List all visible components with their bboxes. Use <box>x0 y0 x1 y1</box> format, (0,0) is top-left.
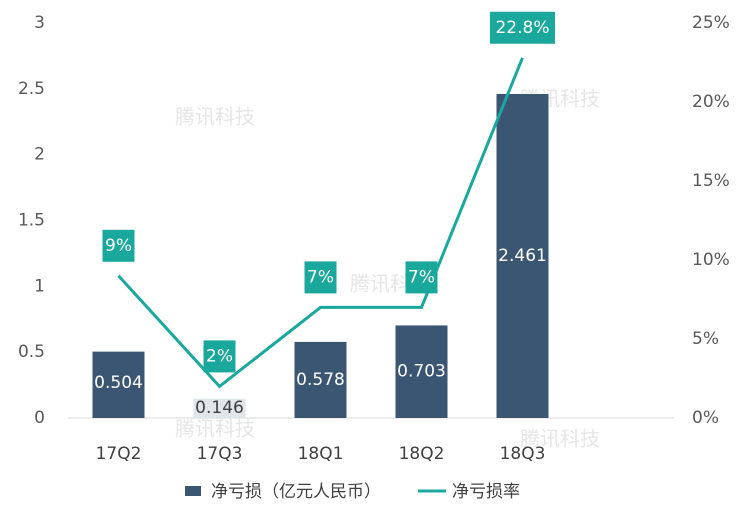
line-value-label: 2% <box>206 346 233 366</box>
line-value-label: 7% <box>408 267 435 287</box>
y-tick-label: 1 <box>34 276 45 296</box>
bar-value-label: 2.461 <box>498 246 547 266</box>
y-tick-label: 3 <box>34 13 45 33</box>
line-value-label: 9% <box>105 236 132 256</box>
x-tick-label: 18Q3 <box>500 444 546 464</box>
legend-swatch <box>185 486 201 496</box>
y2-tick-label: 10% <box>692 250 730 270</box>
y2-tick-label: 5% <box>692 329 719 349</box>
x-tick-label: 18Q2 <box>399 444 445 464</box>
y-tick-label: 0.5 <box>18 342 45 362</box>
line-label-box <box>405 261 438 294</box>
bar <box>92 351 145 418</box>
line <box>117 57 524 389</box>
bar-value-label: 0.504 <box>94 373 143 393</box>
bar <box>395 325 448 418</box>
y2-tick-label: 20% <box>692 92 730 112</box>
y2-tick-label: 15% <box>692 171 730 191</box>
line-label-box <box>304 261 337 294</box>
y-tick-label: 2.5 <box>18 79 45 99</box>
line-label-box <box>203 340 236 373</box>
legend-label: 净亏损（亿元人民币） <box>211 482 381 502</box>
y-tick-label: 1.5 <box>18 211 45 231</box>
bar-label-bg <box>193 398 246 418</box>
y-tick-label: 2 <box>34 145 45 165</box>
line-label-box <box>490 11 555 44</box>
line-label-box <box>102 229 135 262</box>
watermark: 腾讯科技 <box>175 417 255 441</box>
x-tick-label: 17Q3 <box>197 444 243 464</box>
line-value-label: 22.8% <box>495 18 549 38</box>
watermark: 腾讯科技 <box>520 427 600 451</box>
y2-tick-label: 0% <box>692 408 719 428</box>
bar-value-label: 0.578 <box>296 370 345 390</box>
x-tick-label: 17Q2 <box>96 444 142 464</box>
bar-value-label: 0.146 <box>195 398 244 418</box>
bar <box>496 93 549 419</box>
x-tick-label: 18Q1 <box>298 444 344 464</box>
legend-label: 净亏损率 <box>452 482 520 502</box>
watermark: 腾讯科技 <box>175 105 255 129</box>
y-tick-label: 0 <box>34 408 45 428</box>
bar <box>294 341 347 418</box>
line-value-label: 7% <box>307 267 334 287</box>
y2-tick-label: 25% <box>692 13 730 33</box>
bar-value-label: 0.703 <box>397 362 446 382</box>
